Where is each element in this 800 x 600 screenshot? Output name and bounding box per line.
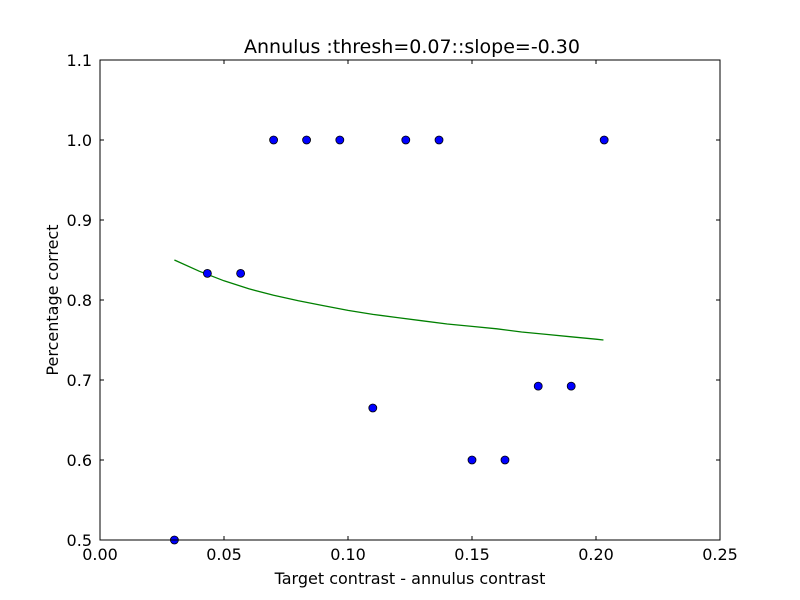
data-point <box>566 381 576 391</box>
y-tick-label: 0.5 <box>67 531 92 550</box>
y-tick-label: 0.9 <box>67 211 92 230</box>
x-tick-label: 0.20 <box>578 545 614 564</box>
data-point <box>533 381 543 391</box>
y-tick-label: 1.1 <box>67 51 92 70</box>
axis-ticks: 0.00 0.05 0.10 0.15 0.20 0.25 0.5 0.6 0.7 0.8 0.9 1… <box>67 51 738 564</box>
data-point <box>368 403 378 413</box>
chart-title: Annulus :thresh=0.07::slope=-0.30 <box>244 36 580 58</box>
x-tick-label: 0.00 <box>82 545 118 564</box>
y-tick-label: 0.6 <box>67 451 92 470</box>
x-tick-label: 0.25 <box>702 545 738 564</box>
data-point <box>500 455 510 465</box>
plot-area <box>169 135 609 545</box>
x-tick-label: 0.10 <box>330 545 366 564</box>
x-axis-label: Target contrast - annulus contrast <box>274 569 546 588</box>
x-tick-label: 0.15 <box>454 545 490 564</box>
data-point <box>202 268 212 278</box>
y-tick-label: 0.8 <box>67 291 92 310</box>
data-point <box>236 268 246 278</box>
fit-line <box>174 259 604 341</box>
x-tick-label: 0.05 <box>206 545 242 564</box>
data-point <box>434 135 444 145</box>
data-point <box>302 135 311 145</box>
y-axis-label: Percentage correct <box>43 224 62 375</box>
data-point <box>269 135 279 145</box>
y-tick-label: 0.7 <box>67 371 92 390</box>
data-point <box>467 455 477 465</box>
y-tick-label: 1.0 <box>67 131 92 150</box>
data-point <box>599 135 609 145</box>
data-point <box>401 135 411 145</box>
data-point <box>335 135 345 145</box>
